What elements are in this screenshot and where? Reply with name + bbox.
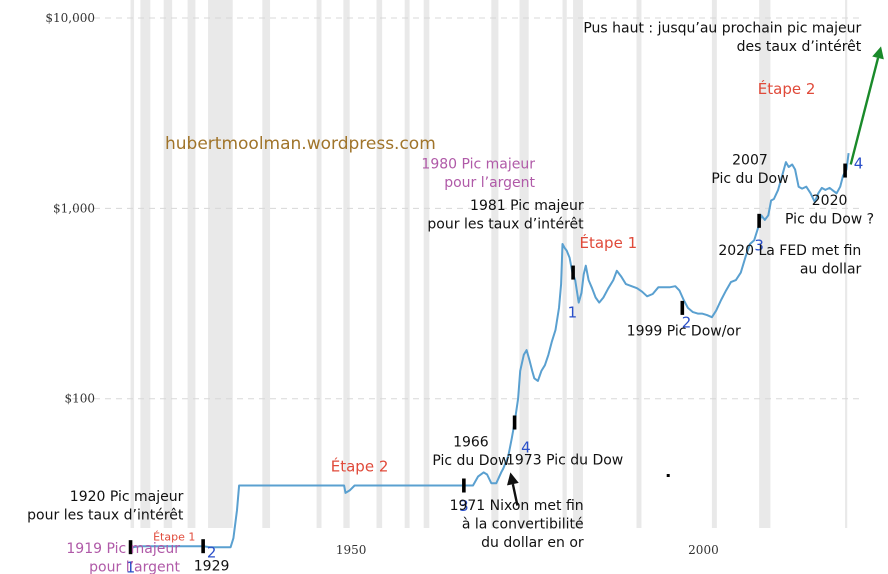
annotation-line: à la convertibilité [462,517,584,533]
phase-tick-m4b [843,163,847,178]
annotation-line: du dollar en or [481,535,584,551]
annotation-a1920: 1920 Pic majeur pour les taux d’intérêt [27,489,184,523]
recession-band-14 [573,0,583,528]
recession-band-5 [262,0,271,528]
recession-band-11 [491,0,499,528]
annotation-line: pour les taux d’intérêt [427,217,584,233]
recession-bands [130,0,848,528]
recession-band-10 [423,0,430,528]
annotation-a1973: 1973 Pic du Dow [506,453,623,469]
recession-band-6 [316,0,322,528]
annotation-afed: 2020 La FED met fin au dollar [718,243,861,278]
series-line-0 [131,152,850,549]
annotation-a1929: 1929Pic Dow/or [175,559,249,574]
recession-band-17 [759,0,771,528]
annotation-a1981: 1981 Pic majeur pour les taux d’intérêt [427,198,584,233]
green-arrow [849,46,884,165]
annotation-line: Étape 2 [331,456,389,475]
recession-band-0 [130,0,135,528]
annotations: 1919 Pic majeur pour l’argent 1920 Pic maj… [27,20,874,574]
annotation-line: 1973 Pic du Dow [506,453,623,469]
phase-tick-m1 [128,540,133,555]
annotation-e2b: Étape 2 [758,79,816,98]
recession-band-16 [711,0,717,528]
recession-band-15 [636,0,642,528]
recession-band-18 [845,0,848,528]
recession-band-9 [404,0,410,528]
annotation-e1small: Étape 1 [153,530,195,543]
phase-number-m4: 4 [521,438,531,456]
annotation-e2a: Étape 2 [331,456,389,475]
annotation-line: 1966 [453,435,489,451]
annotation-line: Pic du Dow [711,171,788,187]
annotation-a2007: 2007 Pic du Dow [711,152,788,187]
x-tick-label: 2000 [688,543,719,557]
phase-number-m3b: 3 [754,236,764,254]
phase-number-m2b: 2 [682,313,692,331]
phase-number-m3: 3 [459,497,469,515]
annotation-line: pour l’argent [444,175,535,191]
annotation-line: Étape 2 [758,79,816,98]
y-axis-ticks: $10,000 $1,000 $100 [45,11,95,406]
phase-number-m4b: 4 [854,155,864,173]
nixon-arrow [507,472,519,506]
recession-band-13 [562,0,567,528]
arrows [507,46,884,506]
y-tick-label: $1,000 [53,201,95,215]
phase-tick-m4 [512,415,517,430]
annotation-a2020: 2020 Pic du Dow ? [785,193,874,228]
recession-band-7 [343,0,350,528]
annotation-line: 2020 [812,193,848,209]
phase-tick-m2b [680,300,685,315]
phase-number-m1b: 1 [568,304,578,322]
y-tick-label: $10,000 [45,11,95,25]
annotation-line: Pus haut : jusqu’au prochain pic majeur [583,20,861,36]
phase-number-m1: 1 [126,558,136,574]
annotation-line: 1919 Pic majeur [66,541,180,557]
annotation-line: au dollar [800,261,862,277]
y-tick-label: $100 [64,392,95,406]
x-axis-ticks: 1950 2000 [336,543,719,557]
annotation-line: pour l’argent [89,559,180,574]
annotation-line: Pic du Dow ? [785,212,874,228]
annotation-line: Pic du Dow [432,453,509,469]
recession-band-8 [376,0,383,528]
annotation-a1999: 1999 Pic Dow/or [627,323,741,339]
x-tick-label: 1950 [336,543,367,557]
recession-band-4 [208,0,233,528]
annotation-a1971: 1971 Nixon met fin à la convertibilité du … [450,498,584,551]
price-series [131,152,850,549]
annotation-line: pour les taux d’intérêt [27,508,184,524]
recession-band-12 [519,0,529,528]
annotation-line: des taux d’intérêt [737,39,862,55]
annotation-e1: Étape 1 [580,233,638,252]
annotation-line: Étape 1 [153,530,195,543]
stray-dot [666,474,670,478]
annotation-a1966: 1966 Pic du Dow [432,435,509,470]
annotation-line: 1981 Pic majeur [470,198,584,214]
annotation-line: 1929 [194,559,230,574]
phase-tick-m1b [571,265,575,280]
annotation-line: 1980 Pic majeur [421,156,535,172]
recession-band-2 [163,0,173,528]
annotation-line: 2007 [732,152,768,168]
phase-number-m2: 2 [207,543,217,561]
annotation-a1919: 1919 Pic majeur pour l’argent [66,541,180,574]
phase-tick-m3 [462,478,466,493]
recession-band-1 [140,0,151,528]
annotation-a1980: 1980 Pic majeur pour l’argent [421,156,535,191]
annotation-line: 1999 Pic Dow/or [627,323,741,339]
annotation-line: 2020 La FED met fin [718,243,861,259]
annotation-line: 1971 Nixon met fin [450,498,584,514]
annotation-line: Étape 1 [580,233,638,252]
annotation-ahaut: Pus haut : jusqu’au prochain pic majeur d… [583,20,861,55]
watermark: hubertmoolman.wordpress.com [165,134,436,154]
phase-markers: 1 2 3 4 1 2 3 4 [126,155,863,574]
phase-tick-m3b [757,213,761,228]
recession-band-3 [187,0,196,528]
phase-tick-m2 [201,539,205,554]
annotation-line: 1920 Pic majeur [70,489,184,505]
